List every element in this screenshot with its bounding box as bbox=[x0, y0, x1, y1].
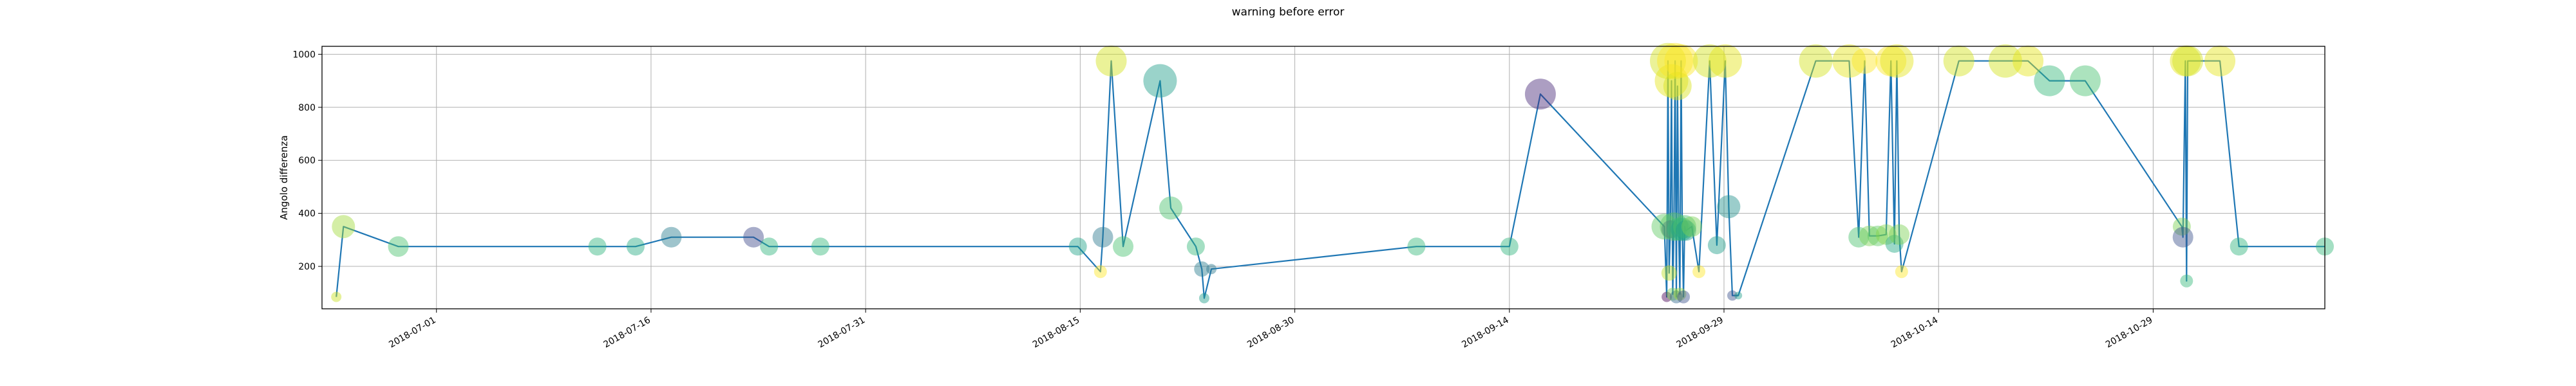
data-point bbox=[1660, 212, 1689, 241]
data-point bbox=[2069, 65, 2101, 96]
data-point bbox=[388, 236, 409, 257]
data-point bbox=[332, 215, 355, 239]
data-point bbox=[1068, 237, 1087, 256]
data-point bbox=[588, 237, 607, 256]
data-point bbox=[2180, 274, 2193, 288]
series-line-path bbox=[336, 60, 2325, 299]
data-point bbox=[1852, 48, 1878, 74]
data-point bbox=[2230, 237, 2248, 256]
data-point bbox=[1988, 44, 2022, 78]
data-point bbox=[1092, 226, 1113, 248]
data-point bbox=[1186, 237, 1205, 256]
data-point bbox=[760, 237, 779, 256]
data-point bbox=[1664, 44, 1698, 78]
y-tick-label: 600 bbox=[298, 156, 316, 166]
data-point bbox=[2172, 217, 2191, 236]
data-point bbox=[1663, 71, 1692, 100]
plot-area bbox=[322, 46, 2325, 309]
data-point bbox=[2172, 226, 2193, 248]
data-point bbox=[1867, 225, 1888, 246]
data-point bbox=[1654, 64, 1689, 98]
data-point bbox=[2012, 45, 2044, 77]
data-point bbox=[1662, 291, 1672, 302]
chart-title: warning before error bbox=[1232, 6, 1345, 19]
data-point bbox=[1734, 291, 1743, 300]
y-tick-label: 1000 bbox=[292, 50, 316, 60]
data-point bbox=[1524, 78, 1556, 110]
data-point bbox=[1727, 290, 1738, 301]
data-point bbox=[1692, 44, 1727, 78]
data-point bbox=[1707, 236, 1726, 255]
data-point bbox=[1692, 265, 1706, 279]
data-point bbox=[1859, 225, 1880, 246]
data-point bbox=[1943, 45, 1975, 77]
y-tick-label: 200 bbox=[298, 262, 316, 272]
data-point bbox=[661, 226, 682, 248]
y-tick-label: 800 bbox=[298, 103, 316, 113]
data-point bbox=[1832, 44, 1866, 78]
data-point bbox=[2034, 65, 2065, 96]
data-point bbox=[1671, 217, 1694, 241]
data-point bbox=[1113, 236, 1133, 257]
data-point bbox=[1194, 261, 1210, 277]
data-point bbox=[1500, 237, 1519, 256]
data-point bbox=[1672, 215, 1696, 239]
data-point bbox=[1094, 265, 1107, 279]
data-point bbox=[1880, 44, 1914, 78]
data-point bbox=[1895, 265, 1908, 279]
data-point bbox=[1675, 220, 1696, 241]
y-axis-label: Angolo differenza bbox=[278, 135, 290, 219]
y-axis: 200 400 600 800 1000 bbox=[292, 50, 322, 272]
data-point bbox=[626, 237, 645, 256]
data-point bbox=[1677, 290, 1690, 304]
data-point bbox=[1198, 293, 1209, 304]
data-point bbox=[1657, 42, 1694, 79]
data-point bbox=[743, 226, 764, 248]
data-point bbox=[1799, 44, 1833, 78]
data-point bbox=[1708, 44, 1742, 78]
data-point bbox=[1143, 64, 1177, 98]
data-point bbox=[2204, 45, 2236, 77]
data-point bbox=[1889, 224, 1910, 245]
data-point bbox=[1095, 45, 1127, 77]
data-point bbox=[1681, 216, 1702, 237]
grid-lines bbox=[322, 46, 2325, 309]
y-tick-label: 400 bbox=[298, 209, 316, 219]
data-point bbox=[1717, 195, 1741, 219]
data-point bbox=[1159, 196, 1182, 220]
data-point bbox=[1206, 264, 1217, 275]
data-point bbox=[1667, 217, 1690, 241]
data-point bbox=[811, 237, 829, 256]
data-point bbox=[1670, 290, 1683, 304]
data-point bbox=[1407, 237, 1426, 256]
data-point bbox=[1666, 288, 1680, 301]
data-point bbox=[1651, 214, 1678, 240]
data-point bbox=[1661, 265, 1677, 281]
series-line bbox=[336, 60, 2325, 299]
data-point bbox=[1875, 224, 1897, 245]
data-point bbox=[1673, 288, 1687, 301]
data-point bbox=[1650, 42, 1686, 79]
data-point bbox=[2172, 45, 2204, 77]
plot-frame bbox=[321, 46, 2325, 309]
data-point bbox=[2170, 45, 2201, 77]
data-point bbox=[1848, 226, 1870, 248]
data-point bbox=[1661, 220, 1680, 239]
data-point bbox=[1875, 45, 1907, 77]
data-point bbox=[331, 291, 342, 302]
data-point bbox=[1885, 235, 1904, 253]
data-points bbox=[331, 42, 2334, 304]
